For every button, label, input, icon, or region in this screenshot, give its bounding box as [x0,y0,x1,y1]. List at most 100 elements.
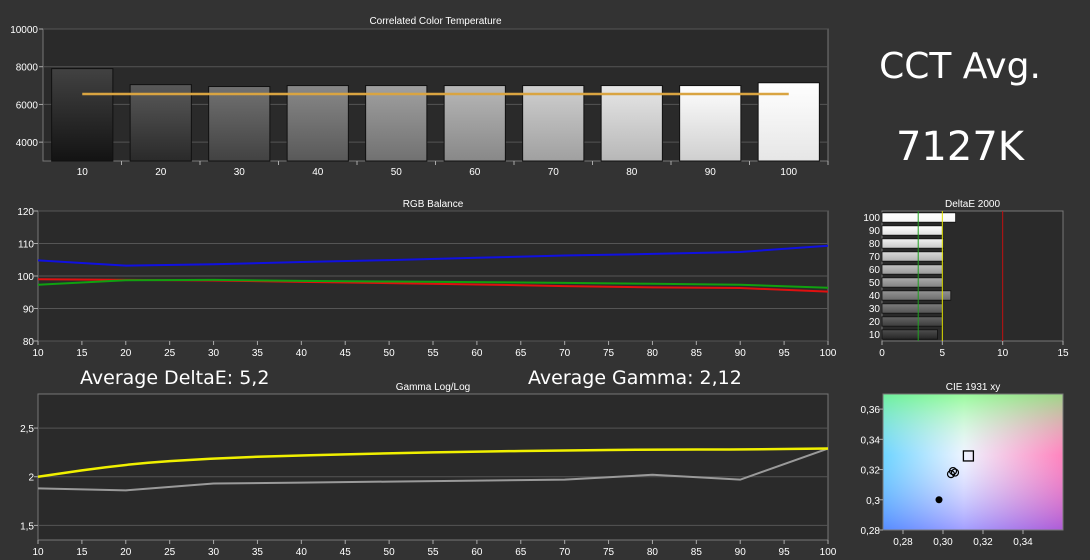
rgb-xtick-label: 10 [32,348,44,359]
cct-bar [365,85,428,162]
cct-xtick-label: 100 [780,167,797,178]
cct-xtick-label: 40 [312,167,324,178]
rgb-xtick-label: 100 [820,348,837,359]
cct-ytick-label: 4000 [16,138,39,149]
rgb-ytick-label: 90 [23,305,35,316]
cct-bar [679,85,742,162]
rgb-xtick-label: 60 [471,348,483,359]
gamma-xtick-label: 80 [647,547,659,558]
gamma-measured-line [37,447,829,492]
deltae-bar [881,264,943,275]
rgb-xtick-label: 70 [559,348,571,359]
gamma-xtick-label: 35 [252,547,264,558]
cie-ytick-label: 0,36 [861,405,881,416]
gamma-reference-curve [37,447,829,478]
deltae-bar [881,225,943,236]
gamma-title: Gamma Log/Log [396,382,471,393]
deltae-bar [881,277,943,288]
cct-xtick-label: 30 [234,167,246,178]
deltae-xtick-label: 15 [1057,348,1069,359]
gamma-plot-area [37,393,829,541]
gamma-xtick-label: 75 [603,547,615,558]
gamma-xtick-label: 30 [208,547,220,558]
deltae-ytick-label: 60 [869,265,881,276]
cct-bar [600,85,663,162]
deltae-ytick-label: 70 [869,252,881,263]
gamma-xtick-label: 70 [559,547,571,558]
rgb-ytick-label: 110 [18,240,34,251]
cie-frame [882,393,1064,531]
gamma-xtick-label: 25 [164,547,176,558]
cct-ytick-label: 6000 [16,100,39,111]
cct-bar [51,68,114,162]
rgb-series-line [37,244,829,267]
rgb-xtick-label: 15 [76,348,88,359]
cct-xtick-label: 20 [155,167,167,178]
deltae-xtick-label: 5 [940,348,946,359]
rgb-ytick-label: 100 [17,272,34,283]
rgb-series-line [37,278,829,289]
gamma-xtick-label: 85 [691,547,703,558]
cct-xtick-label: 80 [626,167,638,178]
cie-xtick-label: 0,30 [933,537,953,548]
cie-xtick-label: 0,32 [973,537,993,548]
cct-ytick-label: 10000 [10,25,38,36]
gamma-xtick-label: 100 [820,547,837,558]
rgb-xtick-label: 45 [340,348,352,359]
cct-xtick-label: 70 [548,167,560,178]
deltae-ytick-label: 90 [869,226,881,237]
deltae-ytick-label: 50 [869,278,881,289]
deltae-title: DeltaE 2000 [945,199,1000,210]
deltae-xtick-label: 10 [997,348,1009,359]
gamma-xtick-label: 90 [735,547,747,558]
rgb-xtick-label: 75 [603,348,615,359]
cie-measured-point [950,468,960,477]
gamma-xtick-label: 55 [427,547,439,558]
cct-xtick-label: 60 [469,167,481,178]
cie-ytick-label: 0,32 [861,466,881,477]
average-deltae: Average DeltaE: 5,2 [80,367,270,389]
cct-ytick-label: 8000 [16,63,39,74]
cct-title: Correlated Color Temperature [369,16,502,27]
deltae-bar [881,251,944,262]
deltae-ytick-label: 80 [869,239,881,250]
deltae-bar [881,290,952,301]
rgb-xtick-label: 20 [120,348,132,359]
gamma-xtick-label: 15 [76,547,88,558]
cct-bar [286,85,349,162]
deltae-bar [881,238,944,249]
gamma-xtick-label: 60 [471,547,483,558]
deltae-xtick-label: 0 [879,348,885,359]
deltae-ytick-label: 20 [869,317,881,328]
deltae-ytick-label: 10 [869,330,881,341]
gamma-xtick-label: 50 [384,547,396,558]
gamma-xtick-label: 95 [779,547,791,558]
cie-measured-point [946,469,956,479]
cct-xtick-label: 10 [77,167,89,178]
deltae-bar [881,303,943,314]
rgb-xtick-label: 40 [296,348,308,359]
cie-ytick-label: 0,34 [861,435,881,446]
cct-avg-label: CCT Avg. [879,46,1041,87]
rgb-title: RGB Balance [403,199,464,210]
cct-bar [129,84,192,162]
gamma-xtick-label: 20 [120,547,132,558]
cie-ytick-label: 0,3 [866,496,880,507]
gamma-xtick-label: 10 [32,547,44,558]
gamma-ytick-label: 2 [28,473,34,484]
rgb-ytick-label: 120 [17,207,34,218]
cct-avg-value: 7127K [895,124,1025,170]
rgb-xtick-label: 55 [427,348,439,359]
cie-xtick-label: 0,28 [893,537,913,548]
rgb-xtick-label: 85 [691,348,703,359]
cie-title: CIE 1931 xy [946,382,1000,393]
gamma-xtick-label: 65 [515,547,527,558]
cie-ytick-label: 0,28 [861,526,881,537]
rgb-xtick-label: 50 [384,348,396,359]
rgb-xtick-label: 35 [252,348,264,359]
deltae-bar [881,212,957,223]
cct-bar [208,86,271,162]
cie-xtick-label: 0,34 [1013,537,1033,548]
cct-xtick-label: 50 [391,167,403,178]
